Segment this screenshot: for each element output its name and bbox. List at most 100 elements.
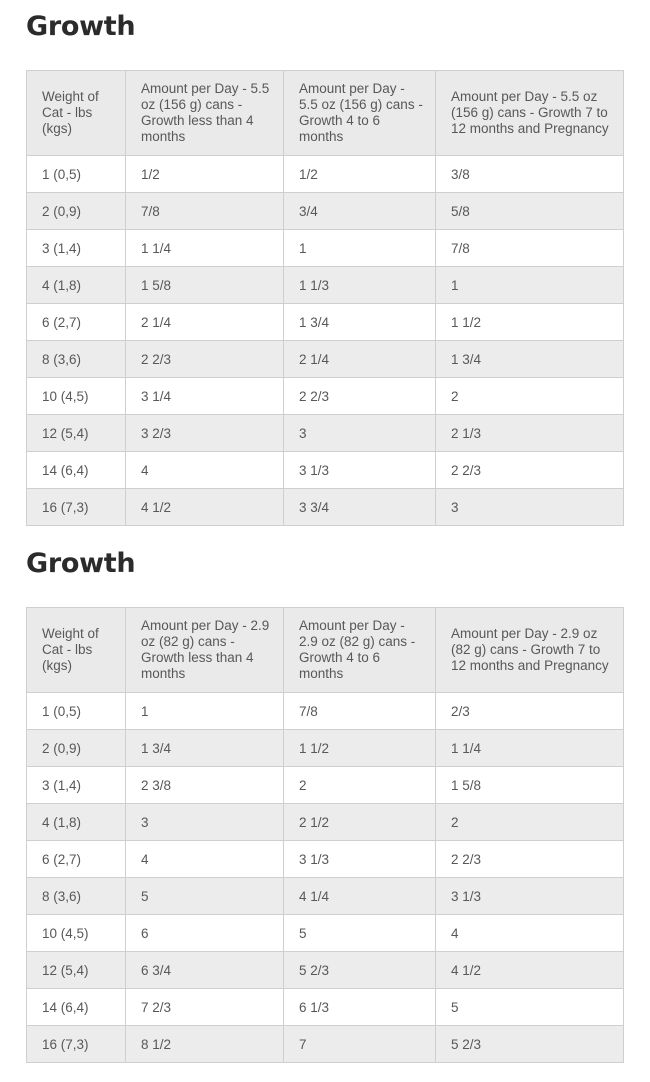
weight-cell: 3 (1,4) [26, 766, 126, 804]
amount-cell: 1 1/2 [435, 303, 624, 341]
amount-cell: 6 1/3 [283, 988, 436, 1026]
header-amount: Amount per Day - 5.5 oz (156 g) cans - G… [435, 70, 624, 156]
table-row: 2 (0,9) 7/8 3/4 5/8 [26, 192, 624, 230]
amount-cell: 4 1/2 [435, 951, 624, 989]
amount-cell: 3 1/4 [125, 377, 284, 415]
section-title: Growth [26, 548, 136, 579]
amount-cell: 7 [283, 1025, 436, 1063]
table-row: 2 (0,9) 1 3/4 1 1/2 1 1/4 [26, 729, 624, 767]
amount-cell: 3 [435, 488, 624, 526]
amount-cell: 3 [283, 414, 436, 452]
amount-cell: 2/3 [435, 692, 624, 730]
header-weight: Weight of Cat - lbs (kgs) [26, 607, 126, 693]
amount-cell: 4 [125, 840, 284, 878]
weight-cell: 8 (3,6) [26, 877, 126, 915]
amount-cell: 2 3/8 [125, 766, 284, 804]
amount-cell: 6 3/4 [125, 951, 284, 989]
amount-cell: 5 [125, 877, 284, 915]
amount-cell: 1 1/3 [283, 266, 436, 304]
weight-cell: 2 (0,9) [26, 192, 126, 230]
table-row: 1 (0,5) 1 7/8 2/3 [26, 692, 624, 730]
amount-cell: 3/8 [435, 155, 624, 193]
table-row: 16 (7,3) 8 1/2 7 5 2/3 [26, 1025, 624, 1063]
table-row: 14 (6,4) 4 3 1/3 2 2/3 [26, 451, 624, 489]
amount-cell: 1 3/4 [125, 729, 284, 767]
amount-cell: 3/4 [283, 192, 436, 230]
amount-cell: 2 2/3 [125, 340, 284, 378]
amount-cell: 2 1/4 [283, 340, 436, 378]
table-row: 16 (7,3) 4 1/2 3 3/4 3 [26, 488, 624, 526]
weight-cell: 6 (2,7) [26, 840, 126, 878]
weight-cell: 4 (1,8) [26, 803, 126, 841]
amount-cell: 1 3/4 [283, 303, 436, 341]
amount-cell: 1 5/8 [435, 766, 624, 804]
amount-cell: 5 2/3 [283, 951, 436, 989]
weight-cell: 14 (6,4) [26, 451, 126, 489]
table-row: 3 (1,4) 2 3/8 2 1 5/8 [26, 766, 624, 804]
weight-cell: 16 (7,3) [26, 488, 126, 526]
amount-cell: 1 3/4 [435, 340, 624, 378]
amount-cell: 7/8 [283, 692, 436, 730]
amount-cell: 3 3/4 [283, 488, 436, 526]
feeding-table-5-5oz: Weight of Cat - lbs (kgs) Amount per Day … [26, 70, 624, 526]
header-amount: Amount per Day - 5.5 oz (156 g) cans - G… [125, 70, 284, 156]
amount-cell: 5/8 [435, 192, 624, 230]
amount-cell: 2 [435, 803, 624, 841]
header-amount: Amount per Day - 2.9 oz (82 g) cans - Gr… [125, 607, 284, 693]
table-row: 10 (4,5) 3 1/4 2 2/3 2 [26, 377, 624, 415]
table-row: 10 (4,5) 6 5 4 [26, 914, 624, 952]
weight-cell: 1 (0,5) [26, 692, 126, 730]
amount-cell: 1 5/8 [125, 266, 284, 304]
table-row: 3 (1,4) 1 1/4 1 7/8 [26, 229, 624, 267]
table-header-row: Weight of Cat - lbs (kgs) Amount per Day … [26, 607, 624, 693]
weight-cell: 3 (1,4) [26, 229, 126, 267]
weight-cell: 8 (3,6) [26, 340, 126, 378]
amount-cell: 3 1/3 [435, 877, 624, 915]
amount-cell: 4 1/4 [283, 877, 436, 915]
table-row: 6 (2,7) 2 1/4 1 3/4 1 1/2 [26, 303, 624, 341]
table-row: 12 (5,4) 3 2/3 3 2 1/3 [26, 414, 624, 452]
table-header-row: Weight of Cat - lbs (kgs) Amount per Day … [26, 70, 624, 156]
feeding-table-2-9oz: Weight of Cat - lbs (kgs) Amount per Day … [26, 607, 624, 1063]
weight-cell: 14 (6,4) [26, 988, 126, 1026]
amount-cell: 7/8 [125, 192, 284, 230]
amount-cell: 7 2/3 [125, 988, 284, 1026]
amount-cell: 4 [435, 914, 624, 952]
table-row: 6 (2,7) 4 3 1/3 2 2/3 [26, 840, 624, 878]
amount-cell: 2 2/3 [435, 451, 624, 489]
amount-cell: 5 [435, 988, 624, 1026]
section-title: Growth [26, 11, 136, 42]
amount-cell: 5 2/3 [435, 1025, 624, 1063]
amount-cell: 8 1/2 [125, 1025, 284, 1063]
amount-cell: 2 1/3 [435, 414, 624, 452]
amount-cell: 1 1/4 [435, 729, 624, 767]
header-amount: Amount per Day - 2.9 oz (82 g) cans - Gr… [435, 607, 624, 693]
table-row: 8 (3,6) 5 4 1/4 3 1/3 [26, 877, 624, 915]
amount-cell: 1 [283, 229, 436, 267]
table-row: 8 (3,6) 2 2/3 2 1/4 1 3/4 [26, 340, 624, 378]
header-amount: Amount per Day - 5.5 oz (156 g) cans - G… [283, 70, 436, 156]
weight-cell: 10 (4,5) [26, 377, 126, 415]
amount-cell: 6 [125, 914, 284, 952]
weight-cell: 12 (5,4) [26, 951, 126, 989]
weight-cell: 12 (5,4) [26, 414, 126, 452]
amount-cell: 2 [435, 377, 624, 415]
amount-cell: 1 [435, 266, 624, 304]
header-amount: Amount per Day - 2.9 oz (82 g) cans - Gr… [283, 607, 436, 693]
weight-cell: 4 (1,8) [26, 266, 126, 304]
amount-cell: 2 [283, 766, 436, 804]
amount-cell: 4 1/2 [125, 488, 284, 526]
table-row: 1 (0,5) 1/2 1/2 3/8 [26, 155, 624, 193]
amount-cell: 3 1/3 [283, 840, 436, 878]
amount-cell: 5 [283, 914, 436, 952]
table-row: 4 (1,8) 1 5/8 1 1/3 1 [26, 266, 624, 304]
amount-cell: 2 2/3 [283, 377, 436, 415]
table-row: 4 (1,8) 3 2 1/2 2 [26, 803, 624, 841]
table-row: 12 (5,4) 6 3/4 5 2/3 4 1/2 [26, 951, 624, 989]
amount-cell: 3 1/3 [283, 451, 436, 489]
amount-cell: 4 [125, 451, 284, 489]
amount-cell: 2 2/3 [435, 840, 624, 878]
weight-cell: 6 (2,7) [26, 303, 126, 341]
amount-cell: 7/8 [435, 229, 624, 267]
weight-cell: 2 (0,9) [26, 729, 126, 767]
